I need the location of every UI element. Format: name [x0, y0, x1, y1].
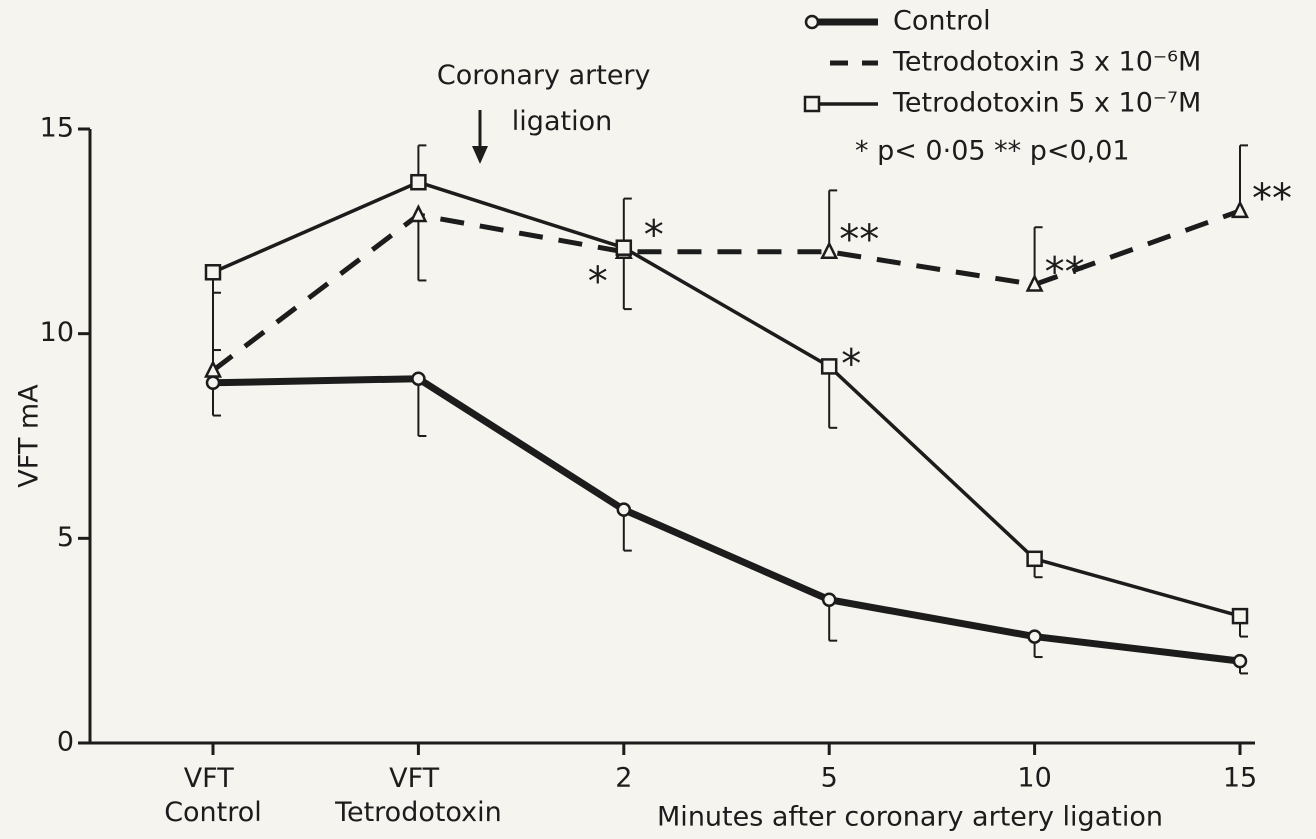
- event-label: Coronary artery ligation: [437, 60, 659, 137]
- significance-mark: *: [644, 213, 664, 259]
- point: [1026, 550, 1043, 568]
- legend-marker: [804, 14, 820, 30]
- point: [203, 359, 223, 378]
- y-axis-label: VFT mA: [14, 384, 45, 488]
- legend-marker: [803, 95, 821, 113]
- point: [205, 375, 221, 391]
- point: [411, 371, 426, 386]
- ligation-arrow-head: [472, 146, 488, 164]
- point: [409, 204, 428, 223]
- point: [204, 264, 222, 281]
- significance-mark: *: [588, 259, 608, 305]
- point: [1027, 629, 1042, 644]
- y-tick-label: 0: [57, 727, 74, 758]
- x-tick-label: 10: [1017, 763, 1051, 794]
- point: [821, 592, 837, 607]
- point: [1231, 607, 1249, 625]
- point: [820, 241, 839, 260]
- significance-mark: *: [841, 341, 861, 387]
- y-tick-label: 15: [40, 113, 74, 144]
- x-tick-label: 15: [1223, 763, 1257, 794]
- legend-note: * p< 0·05 ** p<0,01: [855, 136, 1130, 167]
- legend-label: Control: [893, 6, 991, 37]
- point: [410, 173, 427, 191]
- x-tick-label: VFT Tetrodotoxin: [334, 763, 502, 828]
- point: [820, 358, 838, 375]
- point: [1230, 200, 1250, 219]
- x-tick-label: 2: [615, 763, 632, 794]
- x-axis-label: Minutes after coronary artery ligation: [657, 802, 1163, 833]
- y-tick-label: 10: [40, 317, 74, 348]
- significance-mark: **: [1252, 176, 1292, 222]
- legend-label: Tetrodotoxin 3 x 10⁻⁶M: [892, 47, 1201, 78]
- series-line: [212, 375, 1241, 665]
- point: [615, 239, 633, 256]
- point: [616, 502, 632, 517]
- series-line: [211, 208, 1241, 373]
- legend-label: Tetrodotoxin 5 x 10⁻⁷M: [892, 88, 1201, 119]
- x-tick-label: VFT Control: [164, 763, 262, 828]
- point: [1025, 273, 1044, 292]
- point: [1232, 653, 1248, 669]
- x-tick-label: 5: [821, 763, 838, 794]
- significance-mark: **: [1045, 250, 1085, 296]
- significance-mark: **: [839, 217, 879, 263]
- series-line: [212, 180, 1241, 618]
- y-tick-label: 5: [57, 522, 74, 553]
